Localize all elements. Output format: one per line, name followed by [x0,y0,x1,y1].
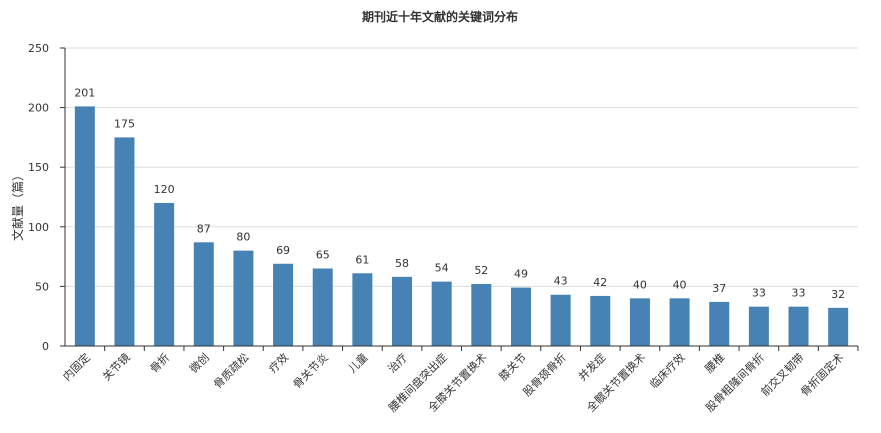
x-category-label: 腰椎 [702,350,727,375]
x-category-label: 骨折固定术 [798,350,847,399]
data-label: 33 [792,287,806,300]
bar [193,242,214,346]
data-label: 87 [197,222,211,235]
bar [154,202,175,346]
data-label: 43 [554,275,568,288]
bar [431,281,452,346]
data-label: 49 [514,268,528,281]
x-category-label: 骨关节炎 [290,350,331,391]
y-tick-label: 100 [28,221,49,234]
data-labels: 201 175 120 87 80 69 65 61 58 54 52 49 43 42 40 40 37 33 3… [74,86,845,300]
bar [233,250,254,346]
bar [510,287,531,346]
gridlines [65,47,858,287]
bar [669,298,690,346]
data-label: 58 [395,257,409,270]
x-category-label: 膝关节 [496,350,529,383]
data-label: 80 [236,231,250,244]
x-category-label: 临床疗效 [647,350,688,391]
x-category-label: 股骨颈骨折 [520,350,569,399]
data-label: 42 [593,276,607,289]
y-tick-label: 50 [35,280,49,293]
bar [550,294,571,346]
bar [312,268,333,346]
data-label: 69 [276,244,290,257]
data-label: 120 [154,183,175,196]
chart-title: 期刊近十年文献的关键词分布 [362,9,518,24]
x-category-label: 内固定 [60,350,93,383]
bar [748,306,769,346]
data-label: 37 [712,282,726,295]
x-category-label: 治疗 [385,350,410,375]
data-label: 32 [831,288,845,301]
bar [828,307,849,346]
data-label: 40 [633,278,647,291]
data-label: 65 [316,249,330,262]
x-category-label: 疗效 [266,350,291,375]
x-category-label: 并发症 [575,350,608,383]
x-category-label: 关节镜 [99,350,132,383]
bar [590,295,611,346]
bar [74,106,95,347]
bar [709,301,730,346]
y-tick-label: 0 [42,340,49,353]
bar [471,284,492,346]
data-label: 61 [355,253,369,266]
y-axis-label: 文献量（篇） [10,169,25,241]
y-axis-ticks: 0 50 100 150 200 250 [28,42,65,353]
data-label: 40 [673,278,687,291]
data-label: 33 [752,287,766,300]
y-tick-label: 200 [28,102,49,115]
bar [114,137,135,346]
data-label: 52 [474,264,488,277]
y-tick-label: 250 [28,42,49,55]
data-label: 201 [74,86,95,99]
bar [392,276,413,346]
bar [352,273,373,346]
bar [629,298,650,346]
x-category-label: 微创 [186,350,211,375]
y-tick-label: 150 [28,161,49,174]
data-label: 54 [435,262,449,275]
x-category-label: 骨质疏松 [211,350,252,391]
bar [273,263,294,346]
x-category-label: 儿童 [345,350,370,375]
data-label: 175 [114,117,135,130]
bars [74,106,849,347]
x-category-label: 骨折 [147,350,172,375]
bar [788,306,809,346]
